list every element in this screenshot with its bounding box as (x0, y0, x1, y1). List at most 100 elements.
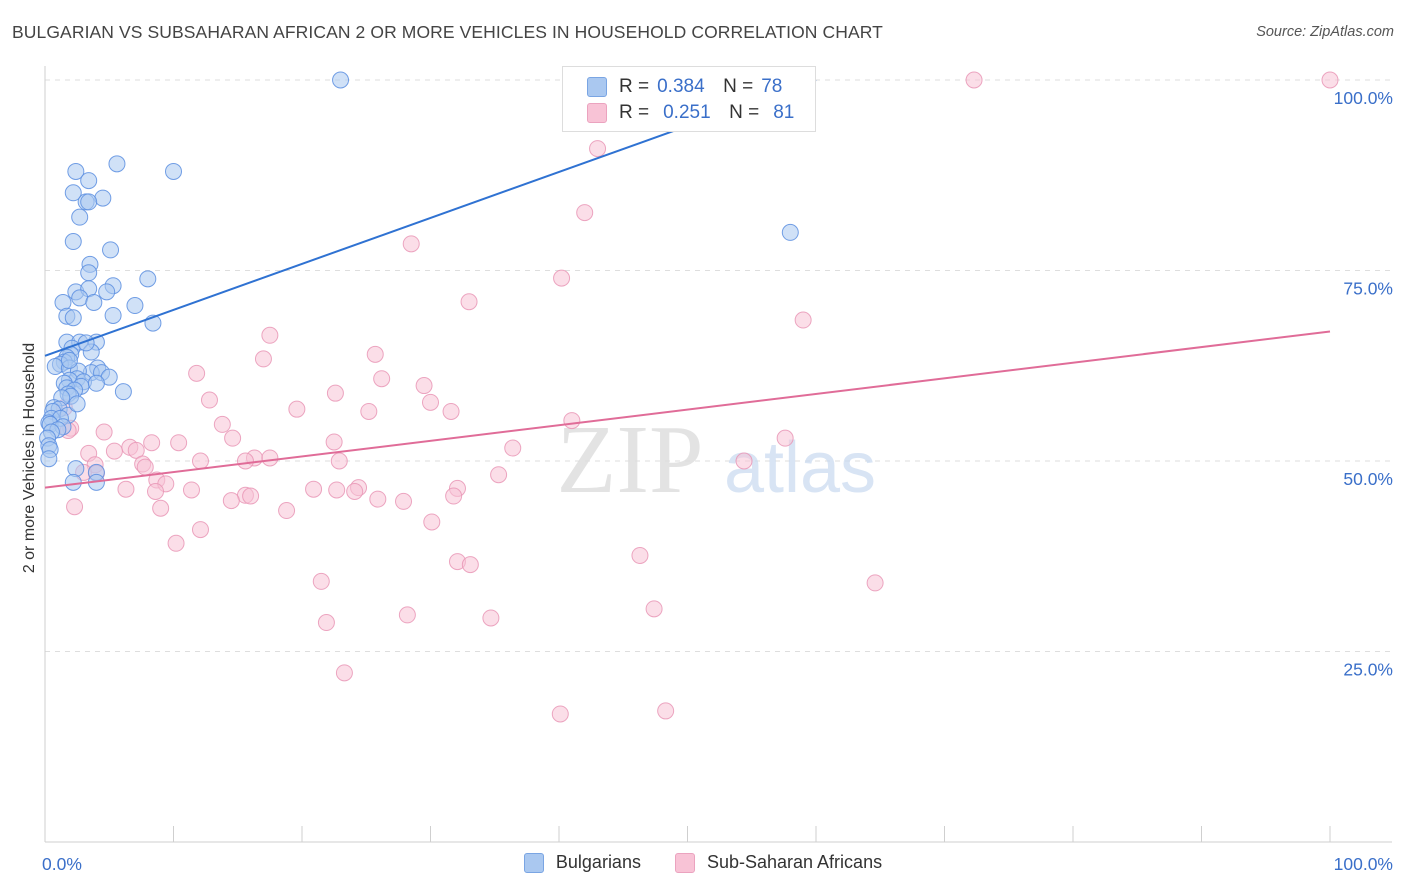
subsaharan-point (167, 534, 185, 552)
series-legend-subsaharan: Sub-Saharan Africans (674, 852, 883, 873)
gridlines (45, 79, 1392, 652)
bulgarian-point (68, 395, 86, 413)
y-tick-label: 75.0% (1343, 279, 1393, 299)
bulgarian-point (64, 309, 82, 327)
legend-r-label: R = (619, 76, 650, 97)
bulgarian-point (139, 270, 157, 288)
chart-title: BULGARIAN VS SUBSAHARAN AFRICAN 2 OR MOR… (12, 22, 883, 42)
subsaharan-point (735, 452, 753, 470)
legend-swatch-pink (587, 103, 607, 123)
series-name: Sub-Saharan Africans (706, 852, 883, 872)
subsaharan-point (147, 482, 165, 500)
bulgarian-point (80, 172, 98, 190)
bulgarian-point (64, 184, 82, 202)
subsaharan-point (866, 574, 884, 592)
subsaharan-point (278, 502, 296, 520)
y-axis-title: 2 or more Vehicles in Household (21, 342, 38, 574)
legend-r-value: 0.384 (657, 76, 705, 97)
subsaharan-point (402, 235, 420, 253)
watermark-atlas: atlas (724, 428, 876, 508)
subsaharan-point (105, 442, 123, 460)
subsaharan-point (445, 487, 463, 505)
subsaharan-point (191, 452, 209, 470)
subsaharan-point (191, 521, 209, 539)
subsaharan-point (576, 204, 594, 222)
subsaharan-point (305, 480, 323, 498)
subsaharan-point (127, 441, 145, 459)
subsaharan-point (330, 452, 348, 470)
subsaharan-point (288, 400, 306, 418)
subsaharan-point (95, 423, 113, 441)
subsaharan-point (328, 481, 346, 499)
subsaharan-point (312, 572, 330, 590)
subsaharan-point (563, 412, 581, 430)
subsaharan-point (490, 466, 508, 484)
subsaharan-point (261, 326, 279, 344)
subsaharan-point (325, 433, 343, 451)
bulgarian-point (165, 162, 182, 180)
subsaharan-point (460, 293, 478, 311)
bulgarian-point (87, 374, 105, 392)
subsaharan-point (415, 377, 433, 395)
legend-swatch-blue (587, 77, 607, 97)
bulgarian-point (46, 358, 64, 376)
subsaharan-point (482, 609, 500, 627)
subsaharan-point (261, 449, 279, 467)
subsaharan-point (143, 434, 161, 452)
bulgarian-point (67, 162, 85, 180)
bulgarian-point (40, 450, 58, 468)
subsaharan-point (224, 429, 242, 447)
series-bulgarian-points (39, 71, 799, 491)
series-subsaharan-points (55, 71, 1339, 723)
legend-n-label: N = (729, 102, 760, 123)
subsaharan-point (317, 614, 335, 632)
subsaharan-point (422, 393, 439, 411)
tick-labels: 25.0% 50.0% 75.0% 100.0% 0.0% 100.0% (42, 88, 1393, 874)
bulgarian-point (94, 189, 112, 207)
subsaharan-point (346, 482, 364, 500)
subsaharan-point (504, 439, 522, 457)
subsaharan-point (657, 702, 675, 720)
y-tick-label: 100.0% (1334, 88, 1393, 108)
subsaharan-point (136, 458, 154, 476)
bulgarian-point (98, 283, 116, 301)
series-legend: Bulgarians Sub-Saharan Africans (0, 852, 1406, 873)
bulgarian-point (126, 297, 144, 315)
subsaharan-point (1321, 71, 1339, 89)
subsaharan-point (461, 556, 479, 574)
watermark-zip: ZIP (557, 406, 704, 514)
bulgarian-point (64, 233, 82, 251)
legend-r-value: 0.251 (663, 102, 711, 123)
subsaharan-point (442, 402, 460, 420)
subsaharan-point (551, 705, 569, 723)
trend-line-subsaharan (44, 330, 1331, 489)
bulgarian-point (85, 294, 103, 312)
subsaharan-point (369, 490, 387, 508)
subsaharan-point (645, 600, 663, 618)
bulgarian-point (67, 460, 85, 478)
bulgarian-point (781, 223, 799, 241)
x-tick-label: 100.0% (1334, 854, 1393, 874)
correlation-legend: R = 0.384 N = 78 R = 0.251 N = 81 (562, 66, 816, 132)
legend-n-value: 78 (761, 76, 783, 97)
series-name: Bulgarians (555, 852, 641, 872)
subsaharan-point (965, 71, 983, 89)
series-swatch-blue (523, 852, 544, 873)
subsaharan-point (213, 415, 231, 433)
subsaharan-point (794, 311, 812, 329)
subsaharan-point (182, 481, 200, 499)
x-tick-label: 0.0% (42, 854, 82, 874)
subsaharan-point (66, 498, 84, 516)
bulgarian-point (104, 306, 122, 324)
subsaharan-point (254, 350, 272, 368)
bulgarian-point (80, 264, 98, 282)
legend-row-bulgarians: R = 0.384 N = 78 (587, 74, 782, 100)
legend-r-label: R = (619, 102, 650, 123)
bulgarian-point (332, 71, 350, 89)
subsaharan-point (242, 487, 260, 505)
bulgarian-point (71, 208, 89, 226)
subsaharan-point (170, 434, 188, 452)
y-tick-label: 50.0% (1343, 469, 1393, 489)
bulgarian-point (64, 473, 82, 491)
subsaharan-point (152, 499, 170, 517)
